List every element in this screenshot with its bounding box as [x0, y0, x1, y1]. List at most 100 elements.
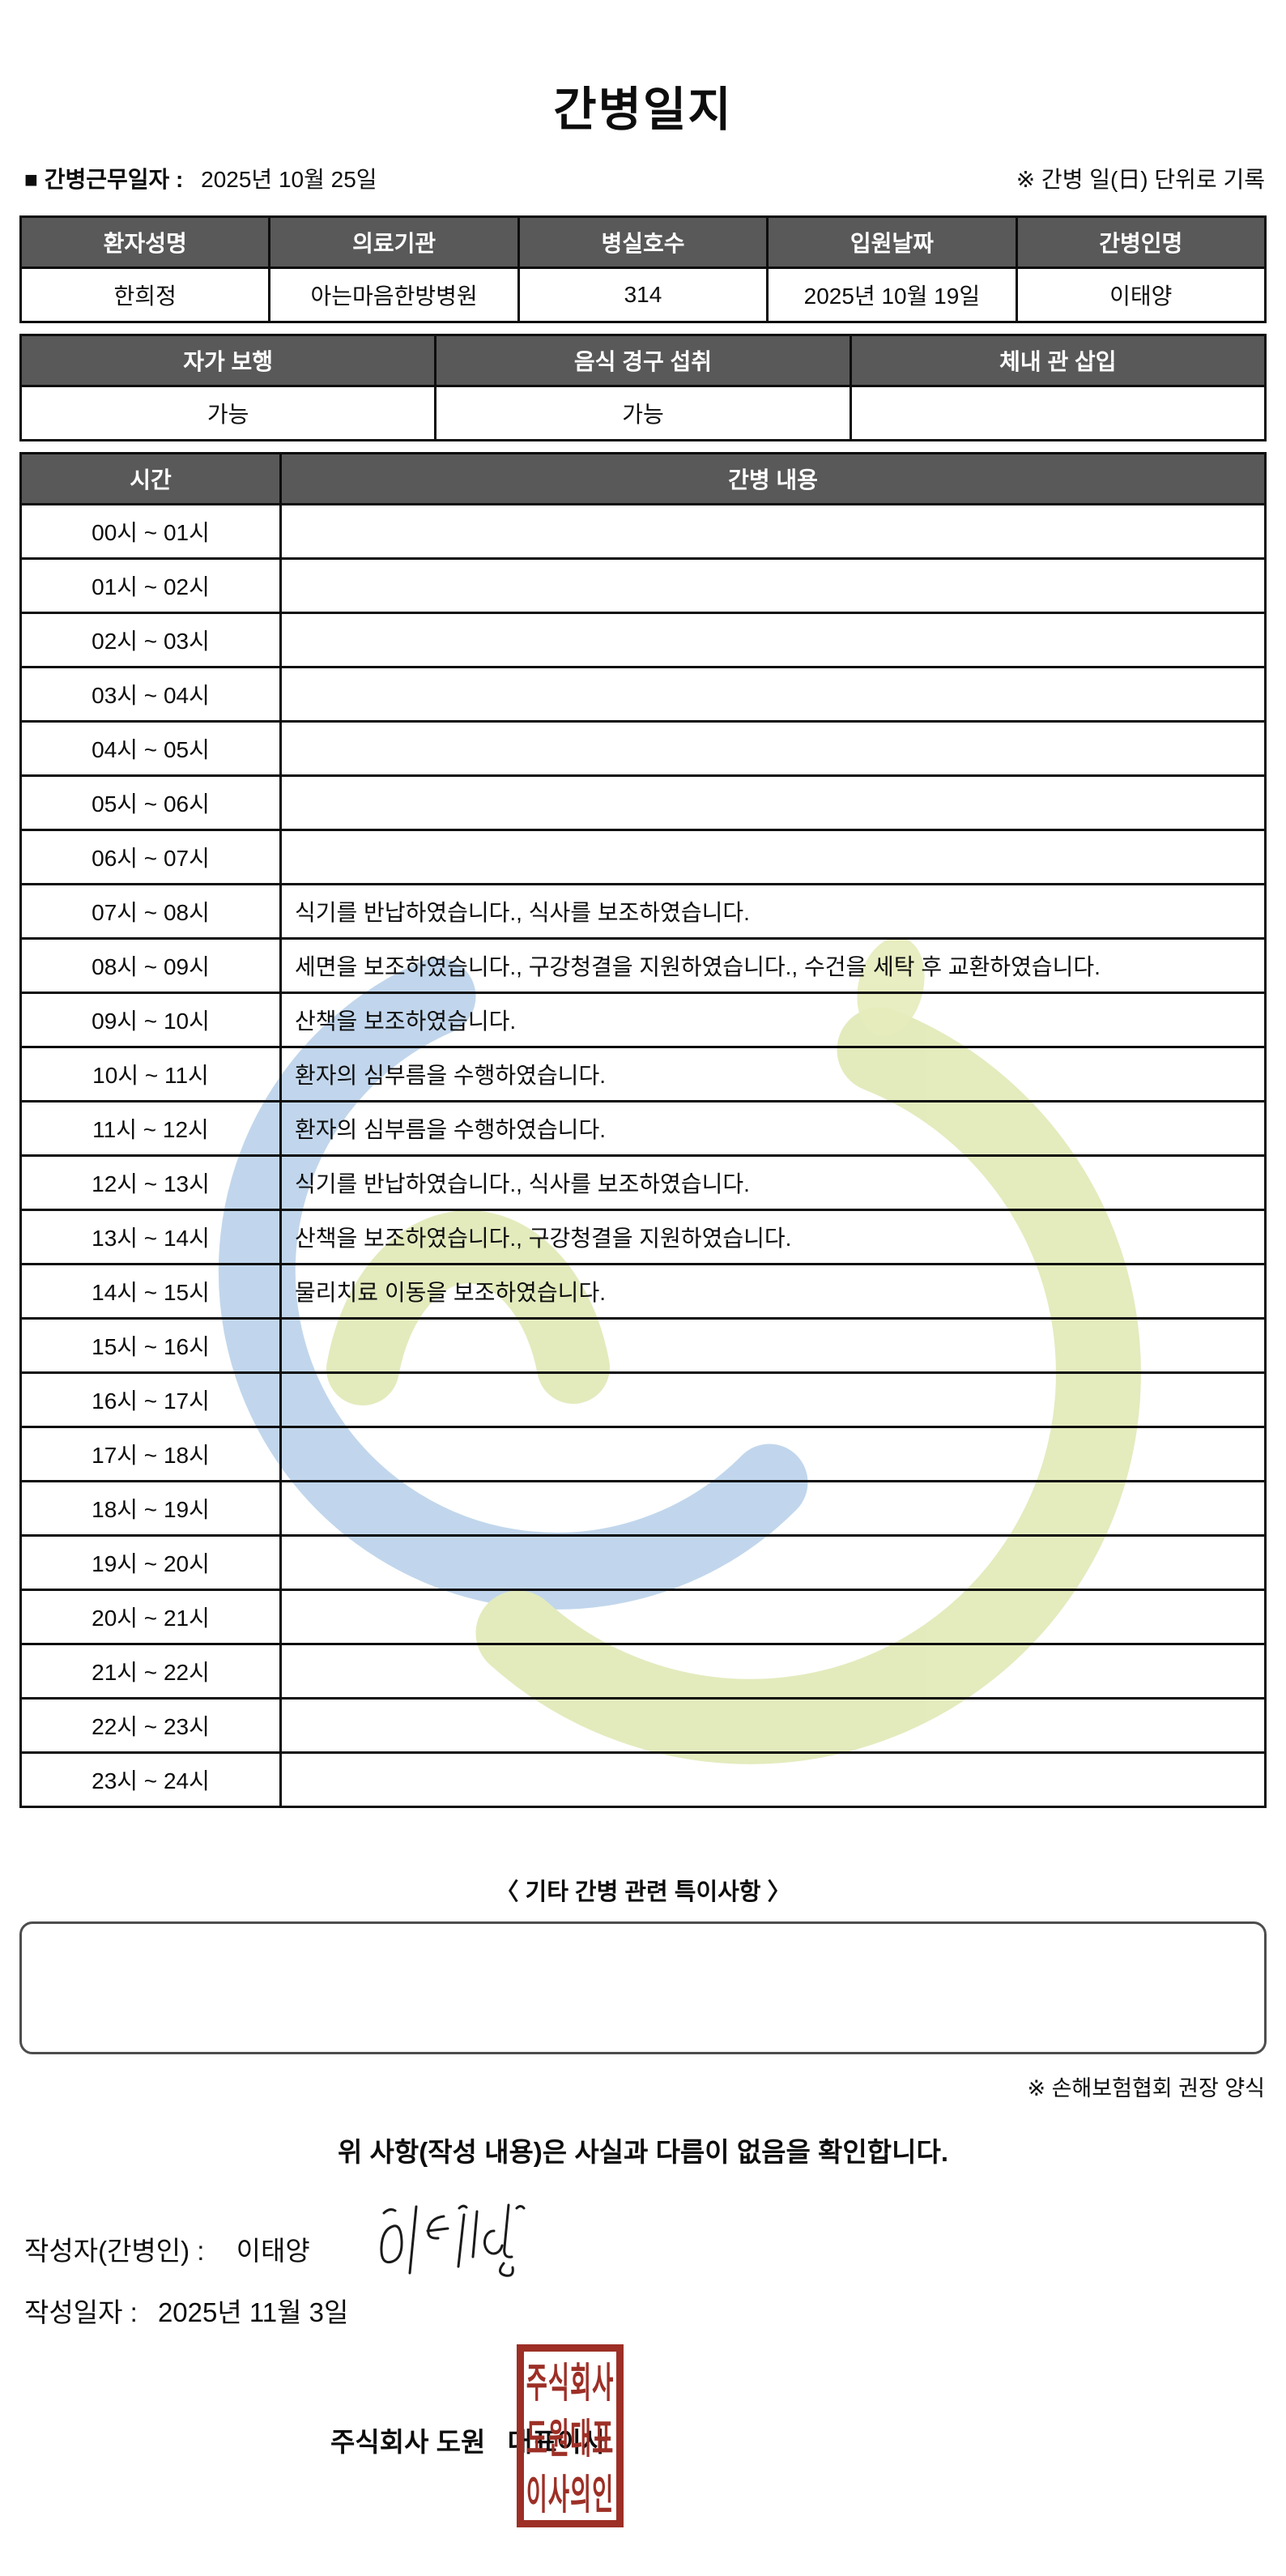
time-cell: 14시 ~ 15시: [19, 1263, 282, 1320]
special-notes-box: [19, 1921, 1267, 2054]
meta-row: ■ 간병근무일자 : 2025년 10월 25일 ※ 간병 일(日) 단위로 기…: [24, 162, 1265, 194]
confirmation-text: 위 사항(작성 내용)은 사실과 다름이 없음을 확인합니다.: [337, 2137, 949, 2167]
care-content-cell: [279, 666, 1267, 723]
col-header-care-content: 간병 내용: [279, 452, 1267, 505]
log-row: 11시 ~ 12시 환자의 심부름을 수행하였습니다.: [19, 1100, 1267, 1157]
log-row: 22시 ~ 23시: [19, 1697, 1267, 1754]
log-row: 02시 ~ 03시: [19, 612, 1267, 668]
time-cell: 02시 ~ 03시: [19, 612, 282, 668]
col-header-room-number: 병실호수: [517, 215, 769, 269]
care-content-cell: [279, 557, 1267, 614]
patient-header-row: 환자성명 의료기관 병실호수 입원날짜 간병인명: [19, 215, 1267, 269]
care-content-cell: 환자의 심부름을 수행하였습니다.: [279, 1046, 1267, 1102]
page-title: 간병일지: [553, 83, 733, 136]
log-header-row: 시간 간병 내용: [19, 452, 1267, 505]
log-row: 10시 ~ 11시 환자의 심부름을 수행하였습니다.: [19, 1046, 1267, 1102]
log-row: 17시 ~ 18시: [19, 1426, 1267, 1482]
log-row: 20시 ~ 21시: [19, 1589, 1267, 1645]
log-row: 12시 ~ 13시 식기를 반납하였습니다., 식사를 보조하였습니다.: [19, 1154, 1267, 1211]
room-number-value: 314: [517, 267, 769, 323]
col-header-tube-insertion: 체내 관 삽입: [849, 334, 1267, 387]
log-row: 18시 ~ 19시: [19, 1480, 1267, 1537]
log-row: 19시 ~ 20시: [19, 1534, 1267, 1591]
handwritten-signature: [380, 2203, 526, 2277]
time-cell: 21시 ~ 22시: [19, 1643, 282, 1700]
care-content-cell: 물리치료 이동을 보조하였습니다.: [279, 1263, 1267, 1320]
writer-line: 작성자(간병인) : 이태양: [24, 2229, 310, 2268]
medical-institution-value: 아는마음한방병원: [268, 267, 520, 323]
written-date-line: 작성일자 : 2025년 11월 3일: [24, 2291, 348, 2330]
time-cell: 19시 ~ 20시: [19, 1534, 282, 1591]
col-header-caregiver-name: 간병인명: [1015, 215, 1267, 269]
work-date-line: ■ 간병근무일자 : 2025년 10월 25일: [24, 162, 377, 194]
care-content-cell: [279, 503, 1267, 560]
care-content-cell: [279, 774, 1267, 831]
patient-name-value: 한희정: [19, 267, 271, 323]
log-row: 07시 ~ 08시 식기를 반납하였습니다., 식사를 보조하였습니다.: [19, 883, 1267, 940]
log-row: 21시 ~ 22시: [19, 1643, 1267, 1700]
time-cell: 13시 ~ 14시: [19, 1209, 282, 1265]
log-row: 16시 ~ 17시: [19, 1371, 1267, 1428]
time-cell: 12시 ~ 13시: [19, 1154, 282, 1211]
time-cell: 01시 ~ 02시: [19, 557, 282, 614]
seal-row: 도원대표: [526, 2417, 615, 2463]
care-content-cell: [279, 1480, 1267, 1537]
time-cell: 09시 ~ 10시: [19, 992, 282, 1048]
time-cell: 23시 ~ 24시: [19, 1751, 282, 1808]
status-header-row: 자가 보행 음식 경구 섭취 체내 관 삽입: [19, 334, 1267, 387]
writer-label: 작성자(간병인) :: [24, 2236, 205, 2266]
care-content-cell: [279, 1534, 1267, 1591]
log-row: 14시 ~ 15시 물리치료 이동을 보조하였습니다.: [19, 1263, 1267, 1320]
col-header-self-walking: 자가 보행: [19, 334, 437, 387]
time-cell: 05시 ~ 06시: [19, 774, 282, 831]
care-content-cell: [279, 612, 1267, 668]
time-cell: 11시 ~ 12시: [19, 1100, 282, 1157]
log-row: 04시 ~ 05시: [19, 720, 1267, 777]
self-walking-value: 가능: [19, 385, 437, 441]
status-value-row: 가능 가능: [19, 385, 1267, 441]
time-cell: 03시 ~ 04시: [19, 666, 282, 723]
care-content-cell: [279, 1751, 1267, 1808]
time-cell: 00시 ~ 01시: [19, 503, 282, 560]
recommended-form-note: ※ 손해보험협회 권장 양식: [1027, 2076, 1265, 2100]
work-date-label: ■ 간병근무일자 :: [24, 167, 184, 192]
care-content-cell: 산책을 보조하였습니다.: [279, 992, 1267, 1048]
oral-intake-value: 가능: [434, 385, 852, 441]
log-row: 00시 ~ 01시: [19, 503, 1267, 560]
time-cell: 17시 ~ 18시: [19, 1426, 282, 1482]
written-date-label: 작성일자 :: [24, 2297, 138, 2327]
company-line: 주식회사 도원 대표이사: [330, 2427, 607, 2457]
log-row: 13시 ~ 14시 산책을 보조하였습니다., 구강청결을 지원하였습니다.: [19, 1209, 1267, 1265]
time-cell: 10시 ~ 11시: [19, 1046, 282, 1102]
tube-insertion-value: [849, 385, 1267, 441]
col-header-medical-institution: 의료기관: [268, 215, 520, 269]
col-header-time: 시간: [19, 452, 282, 505]
time-cell: 16시 ~ 17시: [19, 1371, 282, 1428]
time-cell: 04시 ~ 05시: [19, 720, 282, 777]
time-cell: 08시 ~ 09시: [19, 937, 282, 994]
corporate-seal-stamp: 주식회사 도원대표 이사의인: [517, 2344, 624, 2527]
log-row: 15시 ~ 16시: [19, 1317, 1267, 1374]
special-notes-heading: 〈 기타 간병 관련 특이사항 〉: [495, 1879, 791, 1905]
care-content-cell: 환자의 심부름을 수행하였습니다.: [279, 1100, 1267, 1157]
col-header-patient-name: 환자성명: [19, 215, 271, 269]
written-date-value: 2025년 11월 3일: [157, 2297, 349, 2327]
patient-info-table: 환자성명 의료기관 병실호수 입원날짜 간병인명 한희정 아는마음한방병원 31…: [19, 215, 1267, 323]
care-content-cell: [279, 1426, 1267, 1482]
log-row: 06시 ~ 07시: [19, 829, 1267, 885]
admission-date-value: 2025년 10월 19일: [766, 267, 1018, 323]
col-header-oral-intake: 음식 경구 섭취: [434, 334, 852, 387]
care-content-cell: [279, 720, 1267, 777]
log-row: 03시 ~ 04시: [19, 666, 1267, 723]
care-content-cell: [279, 829, 1267, 885]
log-row: 09시 ~ 10시 산책을 보조하였습니다.: [19, 992, 1267, 1048]
care-content-cell: [279, 1643, 1267, 1700]
time-cell: 15시 ~ 16시: [19, 1317, 282, 1374]
patient-status-table: 자가 보행 음식 경구 섭취 체내 관 삽입 가능 가능: [19, 334, 1267, 441]
time-cell: 06시 ~ 07시: [19, 829, 282, 885]
care-content-cell: [279, 1697, 1267, 1754]
time-cell: 18시 ~ 19시: [19, 1480, 282, 1537]
time-cell: 07시 ~ 08시: [19, 883, 282, 940]
col-header-admission-date: 입원날짜: [766, 215, 1018, 269]
care-content-cell: 식기를 반납하였습니다., 식사를 보조하였습니다.: [279, 1154, 1267, 1211]
